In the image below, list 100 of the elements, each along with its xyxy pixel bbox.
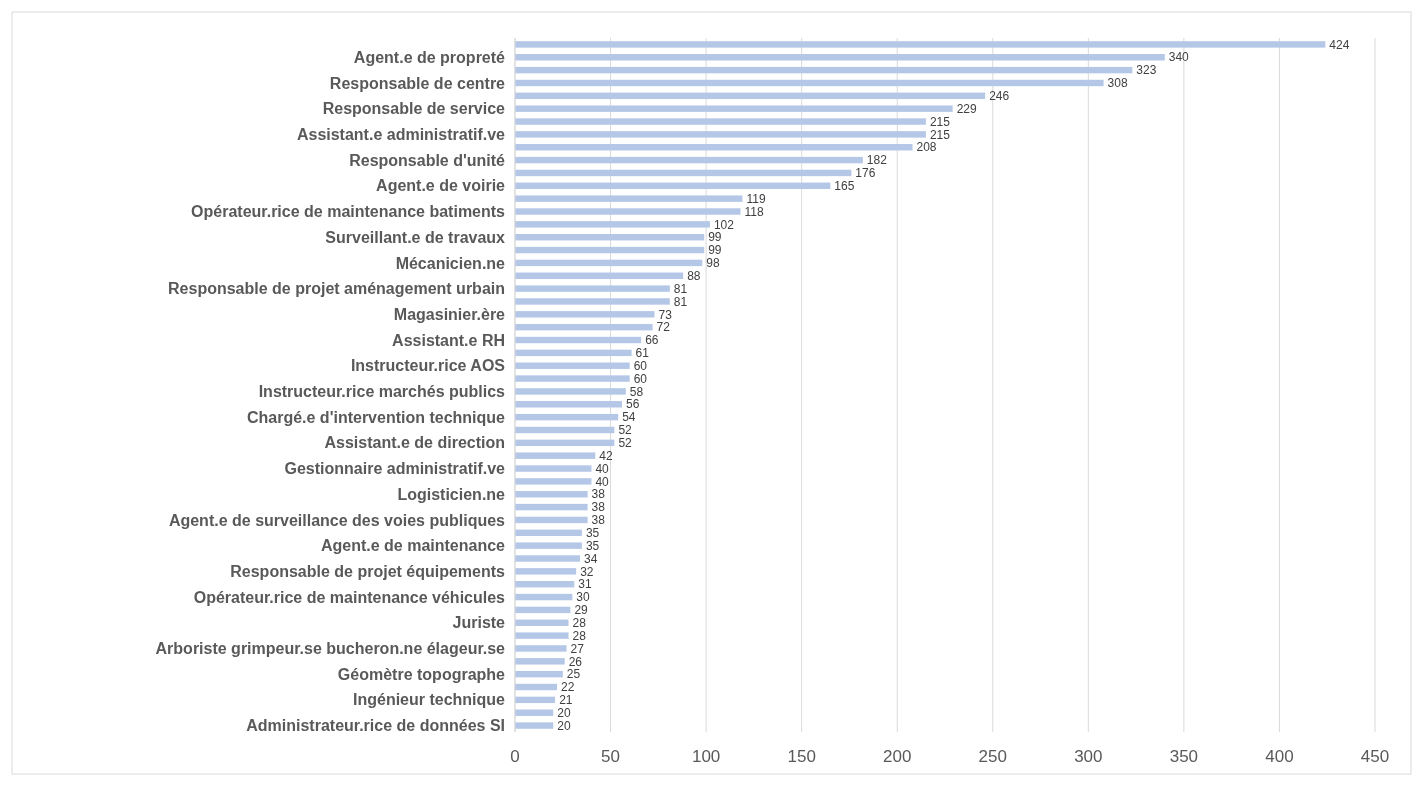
data-label: 215 [929,127,951,142]
bar [515,619,569,626]
x-tick-label: 200 [883,747,912,766]
data-label: 208 [916,140,937,155]
data-label: 20 [557,705,571,720]
bar [515,118,926,125]
bar [515,683,558,691]
bar [515,195,743,202]
data-label: 38 [591,513,606,528]
data-label: 73 [658,307,673,322]
bar [515,105,953,112]
bar [515,323,653,331]
y-tick-label: Instructeur.rice AOS [350,357,506,375]
data-label: 38 [591,487,606,502]
data-label: 60 [633,371,648,386]
data-label: 29 [574,603,589,618]
data-label: 165 [834,179,855,193]
data-label: 215 [929,114,951,129]
x-tick-label: 150 [787,747,816,766]
bar [515,568,577,575]
data-label: 28 [572,628,587,643]
bar [515,401,623,408]
data-label: 99 [708,230,722,245]
bar [515,413,619,421]
y-tick-label: Administrateur.rice de données SI [246,717,505,735]
bar [515,696,556,704]
bar [515,298,670,305]
bar [515,632,569,639]
y-tick-label: Agent.e de surveillance des voies publiques [168,511,506,529]
x-tick-label: 450 [1360,747,1390,766]
data-label: 72 [656,320,671,335]
data-label: 246 [989,89,1010,104]
bar [515,670,563,678]
bar [515,516,588,524]
data-label: 119 [746,191,766,206]
y-tick-label: Agent.e de voirie [376,177,506,195]
bar [515,388,626,395]
bar [515,658,565,665]
y-tick-label: Ingénieur technique [352,691,506,709]
bar [515,722,554,729]
data-label: 52 [618,436,633,451]
y-tick-label: Arboriste grimpeur.se bucheron.ne élageur.se [155,640,506,658]
bar [515,233,705,241]
bar [515,491,588,498]
bar [515,593,573,601]
data-label: 27 [570,641,585,656]
bar [515,426,615,434]
bar [515,709,554,716]
bar [515,272,684,279]
data-label: 31 [578,577,592,592]
data-label: 99 [708,243,722,258]
y-tick-label: Responsable de service [322,100,506,118]
bar [515,349,632,357]
data-label: 118 [744,204,764,219]
data-label: 34 [583,551,598,566]
data-label: 58 [629,384,644,399]
data-label: 66 [645,333,659,348]
x-tick-label: 50 [601,747,621,766]
bar [515,503,588,511]
data-label: 52 [618,423,633,438]
y-tick-label: Assistant.e de direction [324,434,505,452]
data-label: 60 [633,358,648,373]
bar [515,645,567,652]
bar [515,439,615,447]
data-label: 40 [595,474,610,489]
data-label: 61 [635,346,650,361]
data-label: 20 [557,718,571,733]
data-label: 35 [585,538,600,553]
y-tick-label: Gestionnaire administratif.ve [284,460,506,478]
bar [515,478,592,485]
y-tick-label: Agent.e de maintenance [320,537,506,555]
bar [515,54,1165,61]
data-label: 176 [855,166,876,181]
data-label: 56 [626,397,640,412]
data-label: 54 [622,410,636,425]
x-tick-label: 400 [1265,747,1294,766]
data-label: 40 [595,461,610,476]
bar [515,580,575,588]
bar [515,452,596,459]
bar [515,182,831,190]
y-tick-label: Logisticien.ne [397,485,506,503]
data-label: 98 [706,256,720,271]
data-label: 340 [1168,50,1190,65]
bar [515,156,863,164]
x-tick-label: 250 [978,747,1007,766]
bar [515,169,852,177]
data-label: 26 [568,654,583,669]
bar [515,311,655,318]
y-tick-label: Responsable de centre [329,74,506,92]
x-tick-label: 100 [691,747,721,766]
bar [515,208,741,215]
y-tick-label: Opérateur.rice de maintenance véhicules [193,588,506,606]
bar [515,465,592,472]
x-tick-label: 350 [1169,747,1199,766]
y-tick-label: Assistant.e RH [392,331,505,349]
data-label: 308 [1107,76,1128,91]
y-tick-label: Juriste [452,614,506,632]
bar [515,542,582,549]
data-label: 25 [566,667,581,682]
bar [515,144,913,151]
